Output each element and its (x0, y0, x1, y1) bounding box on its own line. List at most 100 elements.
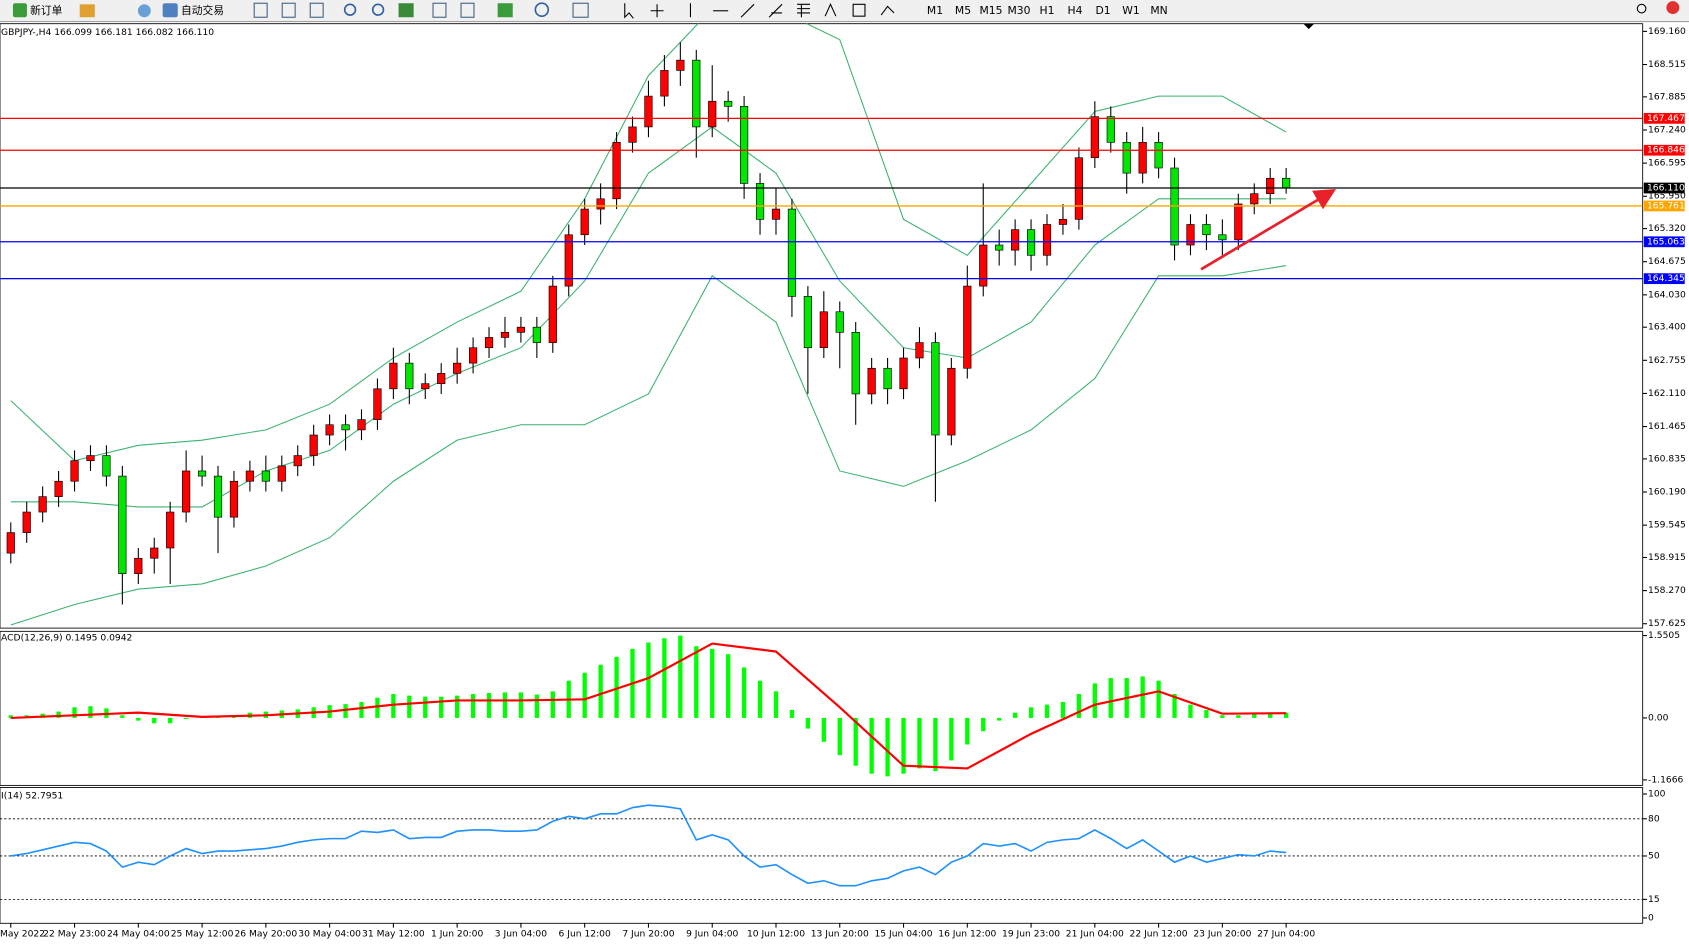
timeframe-button[interactable]: M15 (979, 4, 1002, 17)
toolbar-icon[interactable] (79, 4, 95, 18)
candle-body (405, 362, 414, 390)
toolbar: 新订单 自动交易 M1 M5 M15 M30 H1 H4 D1 W1 MN (0, 0, 1689, 23)
y-tick-label: 162.110 (1648, 389, 1686, 399)
macd-bar (168, 717, 173, 724)
macd-bar (933, 717, 938, 772)
y-tick-label: 164.030 (1648, 290, 1686, 300)
toolbar-icon[interactable] (432, 2, 447, 18)
candle-body (851, 331, 860, 395)
toolbar-icon[interactable] (497, 3, 513, 18)
x-tick-label: 7 Jun 20:00 (622, 930, 674, 940)
y-tick-label: 157.625 (1648, 619, 1686, 629)
label-tool[interactable] (852, 3, 866, 17)
candle-body (150, 547, 159, 559)
timeframe-button[interactable]: H4 (1068, 4, 1083, 17)
candle-body (1138, 141, 1147, 174)
macd-bar (885, 717, 890, 777)
timeframe-button[interactable]: M30 (1008, 4, 1031, 17)
zoom-out[interactable] (371, 3, 385, 16)
candle-body (22, 511, 31, 533)
candle-body (660, 70, 669, 97)
text-tool[interactable] (824, 3, 837, 17)
price-tag (1643, 112, 1685, 124)
macd-bar (1044, 704, 1050, 718)
x-tick-label: 21 Jun 04:00 (1066, 930, 1124, 940)
macd-bar (1028, 707, 1034, 718)
macd-tick-label: -1.1666 (1648, 775, 1683, 785)
x-tick-label: 15 Jun 04:00 (874, 930, 932, 940)
x-tick-label: 30 May 04:00 (298, 930, 361, 940)
timeframe-button[interactable]: W1 (1122, 4, 1139, 17)
y-tick-label: 160.190 (1648, 488, 1686, 498)
macd-bar (1220, 715, 1225, 718)
toolbar-icon[interactable] (281, 2, 296, 18)
macd-bar (120, 715, 125, 718)
candle-body (979, 244, 988, 287)
timeframe-button[interactable]: M5 (955, 4, 971, 17)
zoom-in[interactable] (343, 3, 357, 16)
candle-body (484, 337, 494, 349)
price-tag (1643, 200, 1685, 212)
toolbar-icon[interactable] (137, 4, 151, 18)
candle-body (771, 208, 781, 220)
macd-bar (598, 664, 603, 718)
fibo-tool[interactable] (797, 3, 811, 18)
macd-bar (454, 695, 460, 718)
candle-body (437, 373, 446, 384)
new-order-icon[interactable] (12, 3, 27, 18)
price-tag (1643, 273, 1685, 285)
candle-body (1011, 229, 1020, 251)
candle-body (787, 208, 797, 297)
toolbar-icon[interactable] (572, 2, 589, 18)
auto-trade-button[interactable]: 自动交易 (181, 4, 224, 17)
rsi-panel (0, 787, 1644, 924)
candle-body (197, 470, 207, 477)
candle-body (86, 455, 95, 462)
toolbar-icon[interactable] (534, 2, 550, 17)
candle-body (309, 434, 318, 456)
macd-bar (136, 717, 141, 721)
search-icon[interactable] (1636, 3, 1647, 14)
main-plot (0, 23, 1643, 626)
candle-body (1042, 224, 1052, 256)
toolbar-icon[interactable] (253, 2, 268, 18)
macd-bar (1188, 704, 1193, 718)
toolbar-icon[interactable] (398, 3, 414, 18)
timeframe-button[interactable]: M1 (927, 4, 943, 17)
toolbar-icon[interactable] (309, 2, 324, 18)
candle-body (421, 383, 430, 390)
macd-signal (10, 642, 1287, 770)
timeframe-button[interactable]: D1 (1095, 4, 1110, 17)
macd-bar (694, 646, 699, 718)
candle-body (468, 347, 478, 364)
notification-icon[interactable] (1666, 1, 1680, 15)
macd-bar (1204, 709, 1209, 718)
auto-trade-icon[interactable] (162, 3, 178, 18)
macd-bar (534, 694, 540, 718)
toolbar-icon[interactable] (460, 2, 475, 18)
candle-body (134, 557, 143, 574)
macd-bar (8, 715, 13, 718)
new-order-button[interactable]: 新订单 (30, 4, 63, 17)
y-tick-label: 165.950 (1648, 192, 1686, 202)
channel-tool[interactable] (768, 3, 783, 18)
arrow-annotation (1200, 189, 1337, 271)
macd-bar (343, 704, 348, 718)
candle-body (1266, 177, 1275, 194)
macd-label: ACD(12,26,9) 0.1495 0.0942 (1, 633, 132, 643)
y-tick-label: 167.885 (1648, 92, 1686, 102)
shapes-tool[interactable] (880, 5, 895, 16)
cursor-tool[interactable] (624, 3, 634, 19)
candle-body (70, 460, 79, 482)
candle-body (1218, 234, 1227, 241)
x-tick-label: 22 May 23:00 (43, 930, 106, 940)
crosshair-tool[interactable] (650, 4, 664, 18)
trendline-tool[interactable] (740, 3, 755, 18)
candle-body (596, 198, 605, 210)
macd-bar (789, 709, 795, 718)
candle-body (102, 455, 111, 477)
timeframe-button[interactable]: H1 (1040, 4, 1055, 17)
macd-bar (423, 696, 428, 718)
timeframe-button[interactable]: MN (1150, 4, 1167, 17)
candle-body (915, 342, 924, 359)
